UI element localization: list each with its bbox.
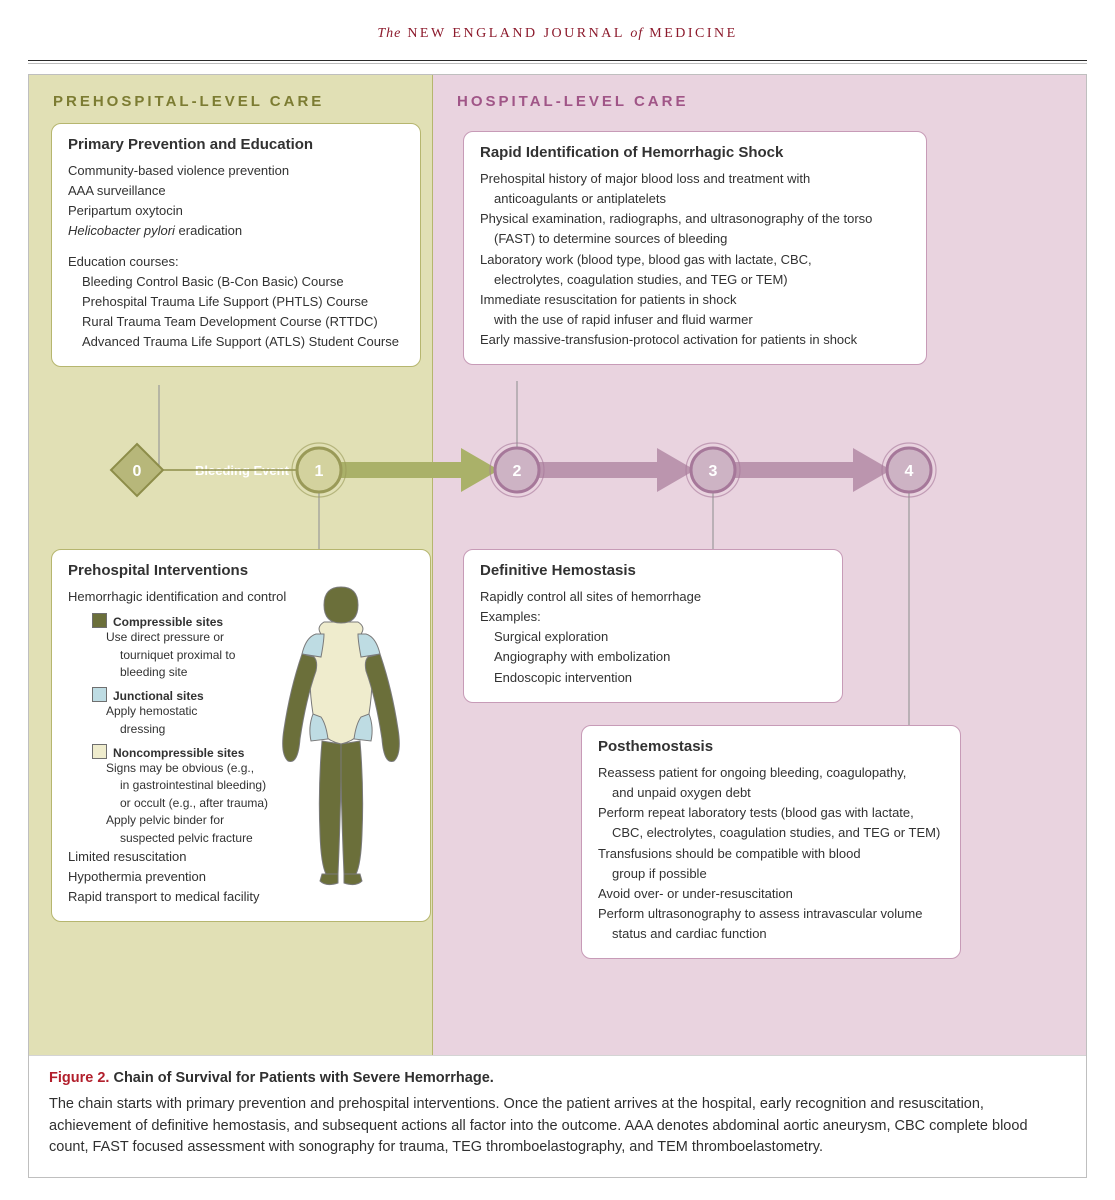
legend-text: tourniquet proximal to [92, 647, 286, 664]
definitive-line: Examples: [480, 607, 826, 627]
journal-mid1: NEW ENGLAND JOURNAL [407, 26, 624, 41]
definitive-sub: Endoscopic intervention [480, 668, 826, 688]
journal-mid2: MEDICINE [649, 26, 737, 41]
card-rapid-title: Rapid Identification of Hemorrhagic Shoc… [480, 144, 910, 161]
legend-text: Apply hemostatic [92, 703, 286, 720]
card-definitive-title: Definitive Hemostasis [480, 562, 826, 579]
legend-text: or occult (e.g., after trauma) [92, 795, 286, 812]
definitive-sub: Angiography with embolization [480, 647, 826, 667]
journal-pre: The [377, 26, 401, 41]
rapid-line: anticoagulants or antiplatelets [480, 189, 910, 209]
legend-swatch [92, 687, 107, 702]
card-prevention-title: Primary Prevention and Education [68, 136, 404, 153]
figure-title: Chain of Survival for Patients with Seve… [109, 1070, 493, 1086]
rapid-line: Physical examination, radiographs, and u… [480, 209, 910, 229]
prevention-line: AAA surveillance [68, 181, 404, 201]
card-interventions-title: Prehospital Interventions [68, 562, 414, 579]
legend-title: Junctional sites [92, 687, 286, 703]
body-figure-icon [266, 579, 416, 889]
caption-text: The chain starts with primary prevention… [49, 1094, 1066, 1159]
legend-title: Compressible sites [92, 613, 286, 629]
post-line: Avoid over- or under-resuscitation [598, 884, 944, 904]
card-interventions: Prehospital Interventions Hemorrhagic id… [51, 549, 431, 922]
post-lines: Reassess patient for ongoing bleeding, c… [598, 763, 944, 944]
figure-caption: Figure 2. Chain of Survival for Patients… [29, 1055, 1086, 1177]
card-definitive: Definitive Hemostasis Rapidly control al… [463, 549, 843, 703]
legend-text: in gastrointestinal bleeding) [92, 777, 286, 794]
card-prevention: Primary Prevention and Education Communi… [51, 123, 421, 367]
rapid-line: with the use of rapid infuser and fluid … [480, 310, 910, 330]
post-line: Perform ultrasonography to assess intrav… [598, 904, 944, 924]
legend-swatch [92, 744, 107, 759]
rule-top [28, 60, 1087, 61]
figure-label: Figure 2. [49, 1070, 109, 1086]
legend-title: Noncompressible sites [92, 744, 286, 760]
rapid-line: (FAST) to determine sources of bleeding [480, 229, 910, 249]
prevention-line: Peripartum oxytocin [68, 201, 404, 221]
legend-text: suspected pelvic fracture [92, 830, 286, 847]
legend-text: Apply pelvic binder for [92, 812, 286, 829]
card-post-title: Posthemostasis [598, 738, 944, 755]
prevention-line: Community-based violence prevention [68, 161, 404, 181]
definitive-sub: Surgical exploration [480, 627, 826, 647]
prevention-edu: Advanced Trauma Life Support (ATLS) Stud… [68, 332, 404, 352]
panel-hospital: HOSPITAL-LEVEL CARE Rapid Identification… [433, 75, 1086, 1055]
post-line: group if possible [598, 864, 944, 884]
post-line: Perform repeat laboratory tests (blood g… [598, 803, 944, 823]
rule-top-thin [28, 63, 1087, 64]
rapid-lines: Prehospital history of major blood loss … [480, 169, 910, 350]
post-line: CBC, electrolytes, coagulation studies, … [598, 823, 944, 843]
rapid-line: Early massive-transfusion-protocol activ… [480, 330, 910, 350]
rapid-line: electrolytes, coagulation studies, and T… [480, 270, 910, 290]
panels: PREHOSPITAL-LEVEL CARE Primary Preventio… [29, 75, 1086, 1055]
heading-prehospital: PREHOSPITAL-LEVEL CARE [53, 93, 416, 110]
interventions-tail: Rapid transport to medical facility [68, 887, 414, 907]
post-line: Reassess patient for ongoing bleeding, c… [598, 763, 944, 783]
rapid-line: Laboratory work (blood type, blood gas w… [480, 250, 910, 270]
figure-box: PREHOSPITAL-LEVEL CARE Primary Preventio… [28, 74, 1087, 1178]
card-rapid: Rapid Identification of Hemorrhagic Shoc… [463, 131, 927, 365]
post-line: and unpaid oxygen debt [598, 783, 944, 803]
panel-prehospital: PREHOSPITAL-LEVEL CARE Primary Preventio… [29, 75, 433, 1055]
card-post: Posthemostasis Reassess patient for ongo… [581, 725, 961, 959]
legend-text: Signs may be obvious (e.g., [92, 760, 286, 777]
heading-hospital: HOSPITAL-LEVEL CARE [457, 93, 1070, 110]
legend-swatch [92, 613, 107, 628]
legend-text: dressing [92, 721, 286, 738]
definitive-line: Rapidly control all sites of hemorrhage [480, 587, 826, 607]
prevention-edu: Bleeding Control Basic (B-Con Basic) Cou… [68, 272, 404, 292]
legend-text: Use direct pressure or [92, 629, 286, 646]
prevention-line: Helicobacter pylori eradication [68, 221, 404, 241]
prevention-edu: Prehospital Trauma Life Support (PHTLS) … [68, 292, 404, 312]
prevention-edu-head: Education courses: [68, 252, 404, 272]
journal-title: The NEW ENGLAND JOURNAL of MEDICINE [28, 26, 1087, 42]
journal-of: of [630, 26, 643, 41]
post-line: status and cardiac function [598, 924, 944, 944]
prevention-edu: Rural Trauma Team Development Course (RT… [68, 312, 404, 332]
body-legend: Compressible sitesUse direct pressure or… [92, 613, 286, 847]
post-line: Transfusions should be compatible with b… [598, 844, 944, 864]
rapid-line: Prehospital history of major blood loss … [480, 169, 910, 189]
rapid-line: Immediate resuscitation for patients in … [480, 290, 910, 310]
legend-text: bleeding site [92, 664, 286, 681]
